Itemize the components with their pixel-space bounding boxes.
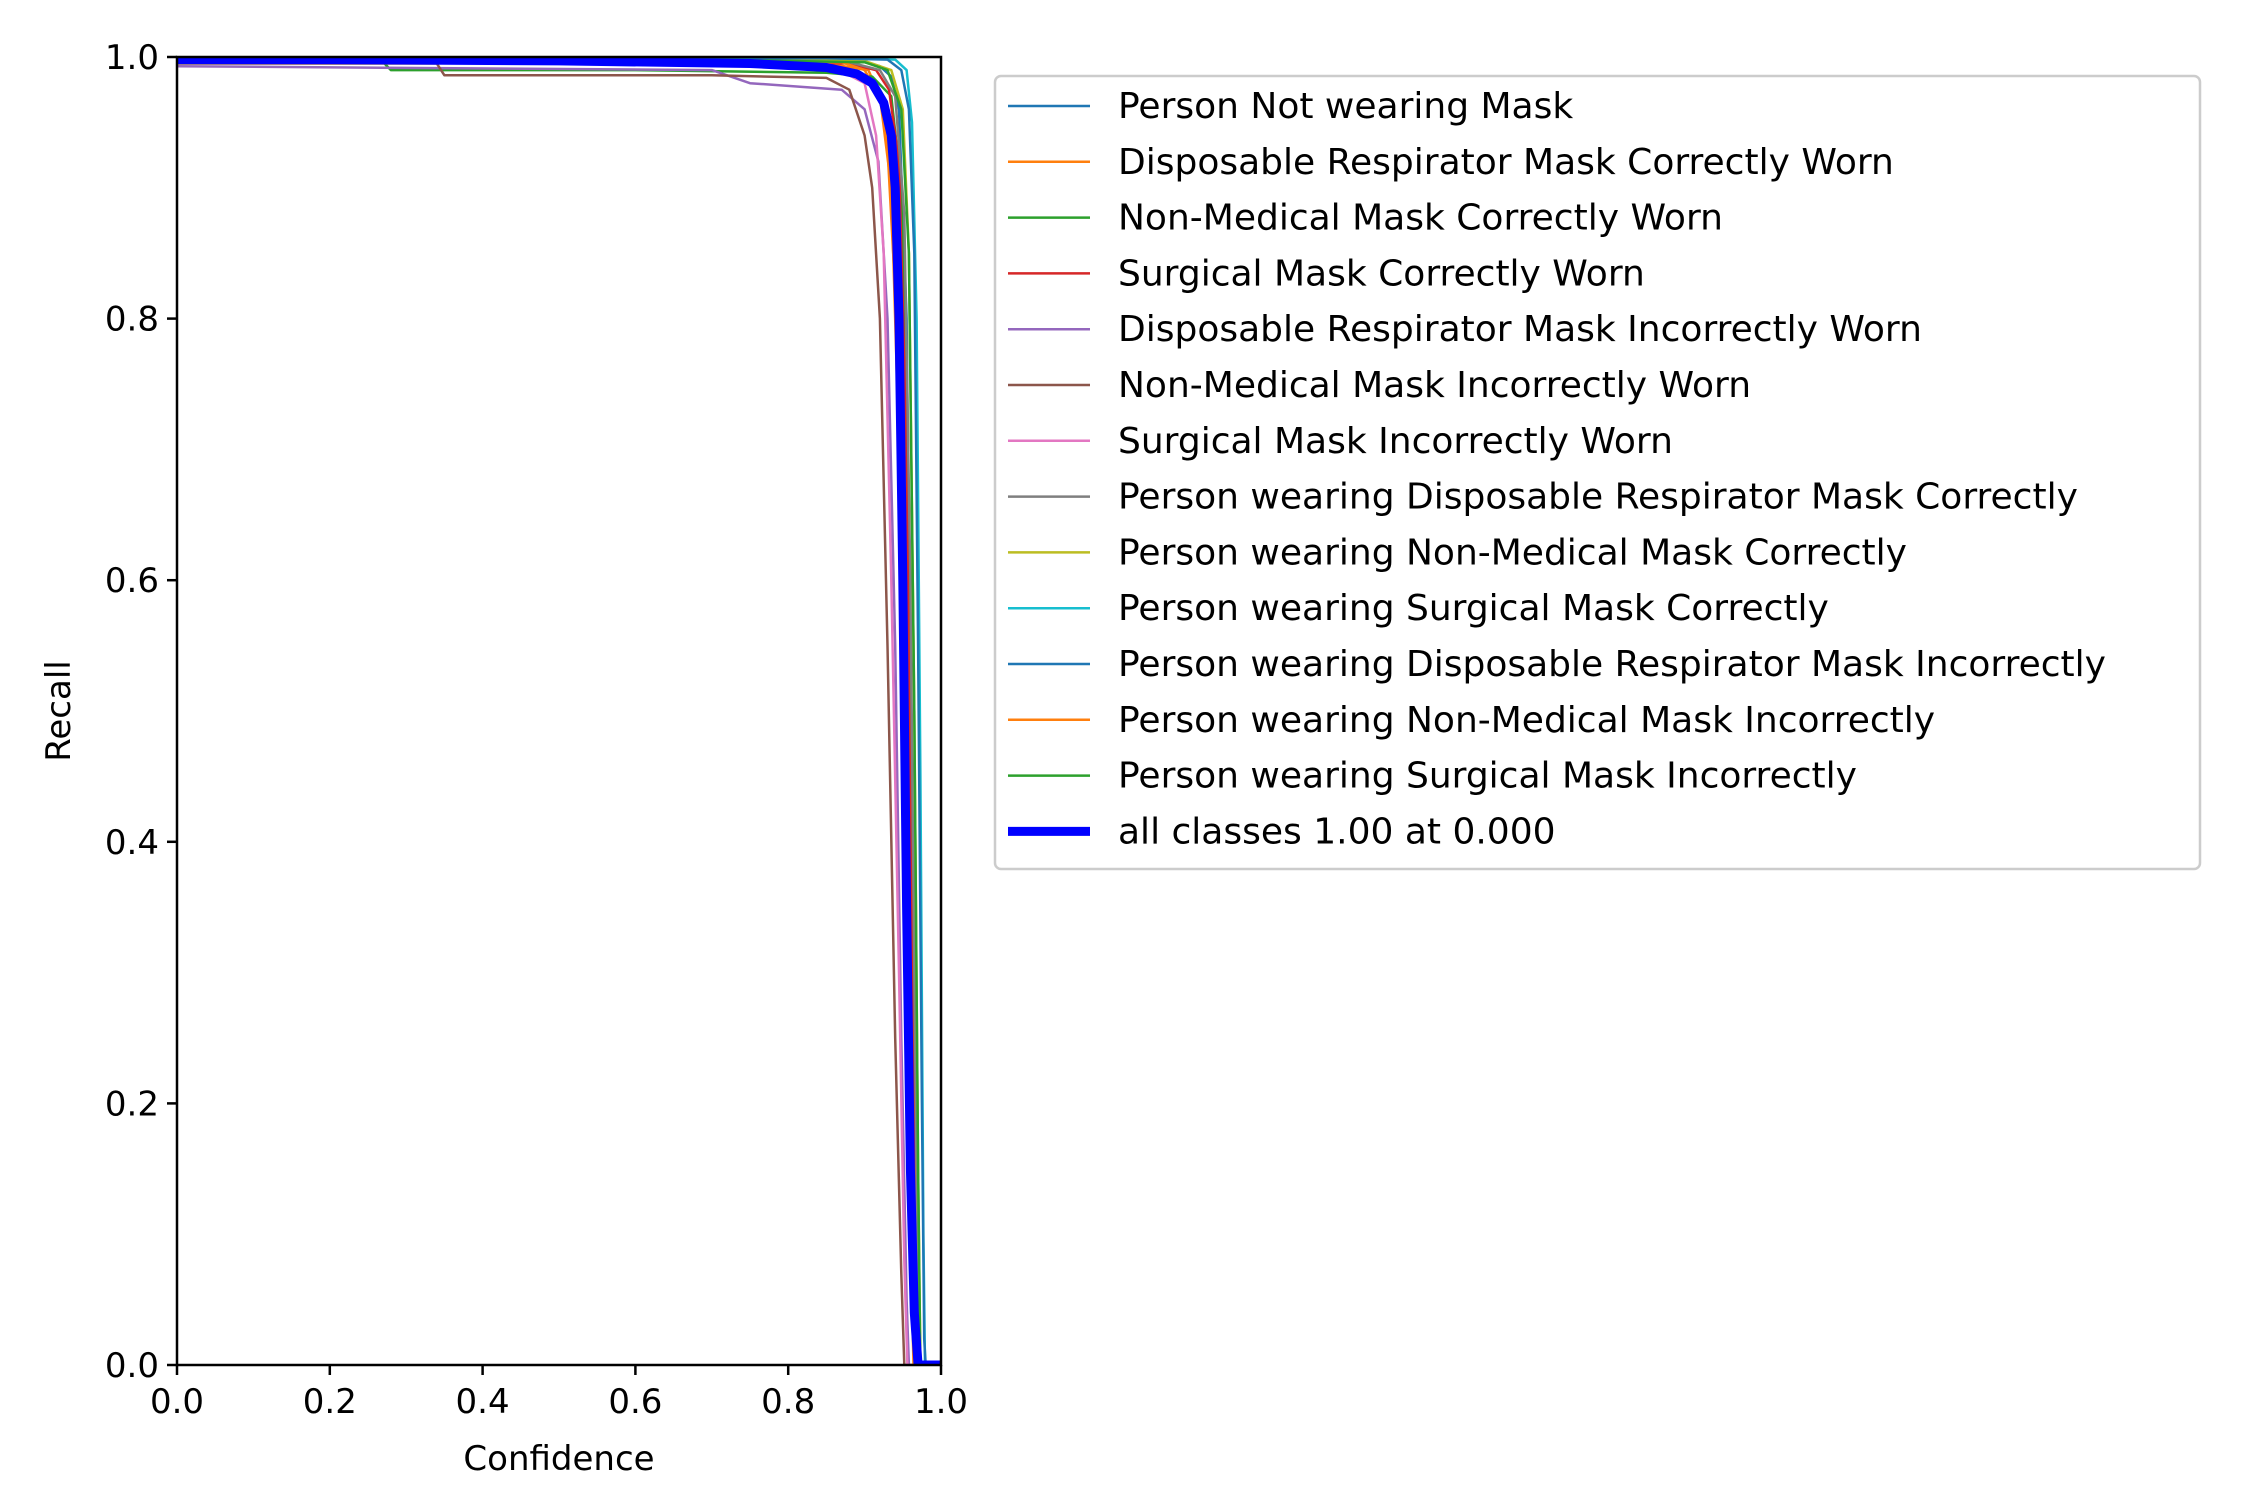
y-axis-ticks: 0.0 0.2 0.4 0.6 0.8 1.0 (105, 38, 177, 1386)
y-tick-label: 0.2 (105, 1084, 159, 1124)
y-tick-label: 1.0 (105, 38, 159, 78)
legend-label: Person Not wearing Mask (1118, 86, 1573, 127)
legend-label: Non-Medical Mask Correctly Worn (1118, 198, 1723, 239)
legend-label: Surgical Mask Incorrectly Worn (1118, 421, 1673, 462)
legend-label: Person wearing Surgical Mask Correctly (1118, 588, 1829, 629)
legend-label: Surgical Mask Correctly Worn (1118, 253, 1645, 294)
y-axis-label: Recall (39, 660, 79, 761)
legend-label: Non-Medical Mask Incorrectly Worn (1118, 365, 1751, 406)
x-axis-ticks: 0.0 0.2 0.4 0.6 0.8 1.0 (150, 1365, 968, 1422)
legend-label: Person wearing Disposable Respirator Mas… (1118, 477, 2078, 518)
legend-entries: Person Not wearing Mask Disposable Respir… (1008, 86, 2106, 852)
x-tick-label: 1.0 (914, 1382, 968, 1422)
series-line-13 (177, 58, 941, 1366)
legend-label: Person wearing Non-Medical Mask Incorrec… (1118, 700, 1935, 741)
x-tick-label: 0.8 (761, 1382, 815, 1422)
legend-label: Person wearing Surgical Mask Incorrectly (1118, 756, 1857, 797)
x-tick-label: 0.0 (150, 1382, 204, 1422)
legend-label: Person wearing Non-Medical Mask Correctl… (1118, 532, 1907, 573)
legend-label: all classes 1.00 at 0.000 (1118, 811, 1556, 852)
legend-label: Disposable Respirator Mask Correctly Wor… (1118, 142, 1894, 183)
legend-label: Person wearing Disposable Respirator Mas… (1118, 644, 2106, 685)
y-tick-label: 0.6 (105, 561, 159, 601)
legend-label: Disposable Respirator Mask Incorrectly W… (1118, 309, 1922, 350)
series-line-14 (177, 56, 941, 1366)
y-tick-label: 0.8 (105, 300, 159, 340)
series-layer (176, 56, 941, 1366)
legend: Person Not wearing Mask Disposable Respir… (993, 74, 2202, 871)
legend-frame (993, 74, 2202, 871)
series-line-6 (177, 62, 941, 1366)
x-tick-label: 0.6 (608, 1382, 662, 1422)
y-tick-label: 0.4 (105, 823, 159, 863)
x-tick-label: 0.4 (456, 1382, 510, 1422)
axes-frame (175, 55, 943, 1367)
y-tick-label: 0.0 (105, 1346, 159, 1386)
series-line-11 (177, 57, 941, 1366)
plot-area (175, 55, 943, 1367)
x-axis-label: Confidence (463, 1439, 654, 1479)
x-tick-label: 0.2 (303, 1382, 357, 1422)
